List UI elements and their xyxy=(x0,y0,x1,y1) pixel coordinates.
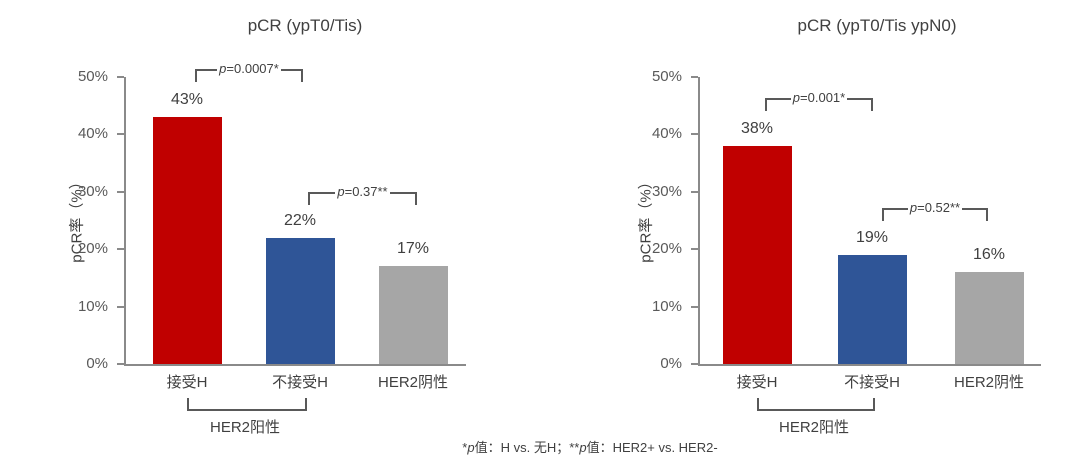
bracket-line xyxy=(847,98,872,100)
bracket-line xyxy=(310,192,336,194)
y-tick-label: 20% xyxy=(77,240,108,258)
bracket-left-tick xyxy=(195,69,197,82)
bracket-line xyxy=(962,208,986,210)
x-category-label: HER2阴性 xyxy=(953,374,1024,391)
y-tick-mark xyxy=(691,133,698,136)
x-category-label: HER2阴性 xyxy=(377,374,448,391)
y-tick-mark xyxy=(117,363,124,365)
x-category-label: 接受H xyxy=(166,374,208,391)
y-axis-label-text: pCR率（%） xyxy=(637,174,655,263)
bar-no-h xyxy=(265,237,335,364)
bar-received-h xyxy=(722,145,792,364)
bracket-right-tick xyxy=(301,69,303,82)
y-tick-mark xyxy=(117,305,124,308)
y-tick-label: 40% xyxy=(77,125,108,143)
her2-positive-bracket xyxy=(187,398,307,411)
x-axis-line xyxy=(698,364,1041,366)
y-axis-line xyxy=(698,77,700,364)
y-tick-label: 30% xyxy=(651,182,682,200)
bar-value-label: 38% xyxy=(740,119,774,137)
y-tick-mark xyxy=(691,363,698,365)
y-tick-mark xyxy=(117,190,124,193)
bar-value-label: 43% xyxy=(170,91,204,109)
y-tick-label: 0% xyxy=(660,355,682,372)
bracket-left-tick xyxy=(308,192,310,205)
y-tick-mark xyxy=(691,305,698,308)
footnote: *p值：H vs. 无H；**p值：HER2+ vs. HER2- xyxy=(462,440,718,455)
bar-value-label: 16% xyxy=(972,246,1006,264)
x-category-label: 不接受H xyxy=(844,374,900,391)
p-value-label: p=0.001* xyxy=(792,90,846,105)
chart-title: pCR (ypT0/Tis) xyxy=(247,16,363,35)
her2-positive-label: HER2阳性 xyxy=(778,419,849,436)
y-tick-label: 50% xyxy=(651,68,682,85)
y-tick-label: 30% xyxy=(77,182,108,200)
y-tick-label: 50% xyxy=(77,68,108,85)
x-category-label: 接受H xyxy=(736,374,778,391)
y-tick-label: 40% xyxy=(651,125,682,143)
bar-received-h xyxy=(152,117,222,364)
bracket-line xyxy=(280,69,301,71)
p-value-label: p=0.52** xyxy=(909,200,961,215)
significance-bracket: p=0.001* xyxy=(765,90,874,111)
bar-no-h xyxy=(837,254,907,364)
y-tick-label: 20% xyxy=(651,240,682,258)
y-tick-label: 10% xyxy=(77,297,108,315)
x-axis-line xyxy=(124,364,466,366)
y-tick-mark xyxy=(691,190,698,193)
bracket-right-tick xyxy=(415,192,417,205)
y-tick-label: 10% xyxy=(651,297,682,315)
bar-her2-negative xyxy=(378,266,448,364)
significance-bracket: p=0.37** xyxy=(308,184,417,205)
y-tick-mark xyxy=(691,248,698,251)
y-tick-mark xyxy=(117,76,124,78)
significance-bracket: p=0.0007* xyxy=(195,61,303,82)
bracket-line xyxy=(767,98,791,100)
significance-bracket: p=0.52** xyxy=(882,200,988,221)
her2-positive-bracket xyxy=(757,398,875,411)
bracket-right-tick xyxy=(871,98,874,111)
bracket-line xyxy=(197,69,218,71)
y-tick-label: 0% xyxy=(86,355,108,372)
bracket-left-tick xyxy=(882,208,884,221)
x-category-label: 不接受H xyxy=(272,374,328,391)
y-tick-mark xyxy=(117,133,124,136)
bracket-right-tick xyxy=(986,208,988,221)
bracket-line xyxy=(884,208,908,210)
y-tick-mark xyxy=(117,248,124,251)
p-value-label: p=0.0007* xyxy=(219,61,279,76)
bar-value-label: 17% xyxy=(396,240,430,258)
bar-value-label: 22% xyxy=(283,211,317,229)
bar-value-label: 19% xyxy=(855,228,889,246)
chart-title: pCR (ypT0/Tis ypN0) xyxy=(797,16,957,35)
bar-her2-negative xyxy=(954,272,1024,364)
bracket-line xyxy=(389,192,415,194)
bracket-left-tick xyxy=(765,98,767,111)
her2-positive-label: HER2阳性 xyxy=(209,419,280,436)
y-axis-line xyxy=(124,77,126,364)
y-tick-mark xyxy=(691,76,698,78)
p-value-label: p=0.37** xyxy=(337,184,388,199)
